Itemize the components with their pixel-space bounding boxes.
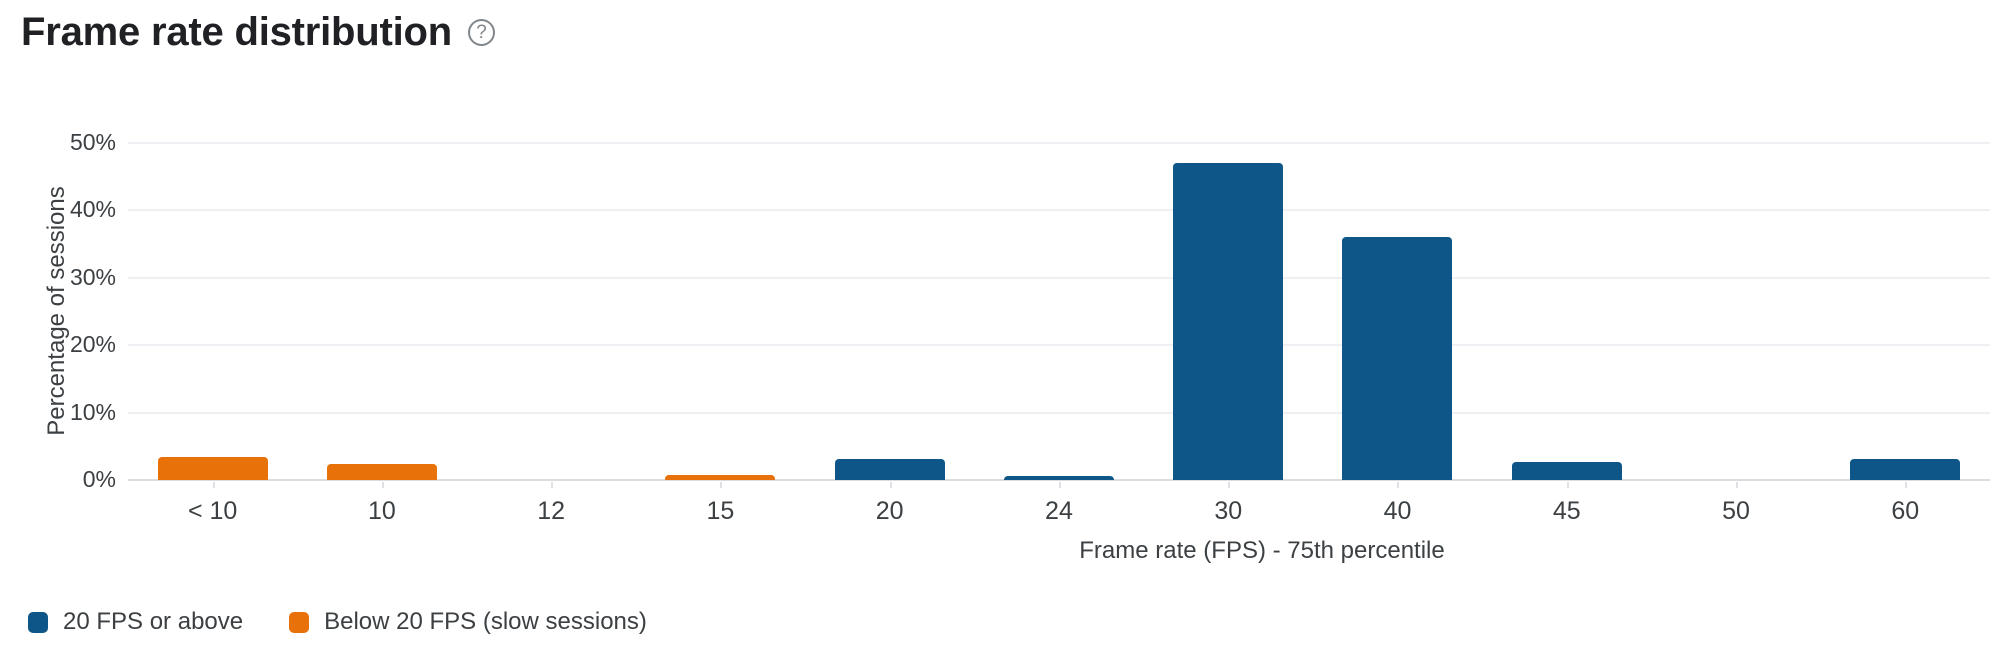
x-axis-tick	[381, 482, 384, 488]
x-tick-label: 12	[537, 497, 566, 525]
card-header: Frame rate distribution ?	[21, 10, 496, 55]
y-tick-label: 30%	[69, 263, 116, 290]
gridline	[128, 209, 1990, 212]
x-axis-title: Frame rate (FPS) - 75th percentile	[1079, 537, 1445, 564]
bar[interactable]	[665, 475, 776, 480]
y-tick-label: 20%	[69, 331, 116, 358]
bar[interactable]	[1342, 237, 1453, 480]
legend-item-above-20: 20 FPS or above	[28, 608, 243, 636]
bar[interactable]	[1511, 462, 1622, 480]
x-tick-label: 10	[367, 497, 396, 525]
page-title: Frame rate distribution	[21, 10, 453, 54]
bar[interactable]	[834, 459, 945, 480]
y-tick-label: 50%	[69, 129, 116, 155]
bar[interactable]	[1173, 163, 1284, 480]
x-tick-label: 50	[1722, 497, 1750, 525]
bar-slot: 45	[1482, 143, 1651, 525]
bar-slot: 30	[1144, 143, 1313, 525]
x-tick-label: 40	[1383, 497, 1412, 525]
x-tick-label: 30	[1214, 497, 1243, 525]
x-axis-tick	[720, 482, 723, 488]
x-axis-tick	[1228, 482, 1231, 488]
bar[interactable]	[157, 457, 268, 480]
x-tick-label: 45	[1552, 497, 1581, 525]
x-tick-label: 15	[706, 497, 735, 525]
plot-area: 0% 10% 20% 30% 40% 50% < 10 10 12 15 20 24 30 40 45 50 6…	[70, 129, 1990, 525]
x-axis-tick	[1566, 482, 1569, 488]
bar-slot: 20	[805, 143, 974, 525]
legend-label: Below 20 FPS (slow sessions)	[324, 608, 647, 635]
legend: 20 FPS or above Below 20 FPS (slow sessi…	[28, 608, 647, 636]
bar[interactable]	[1850, 459, 1961, 480]
bar[interactable]	[326, 463, 437, 480]
y-tick-label: 0%	[82, 466, 116, 492]
y-tick-label: 10%	[69, 398, 116, 425]
x-tick-label: 24	[1045, 497, 1073, 525]
legend-swatch-blue-icon	[28, 611, 48, 633]
x-axis-tick	[889, 482, 892, 488]
gridline	[128, 276, 1990, 279]
x-axis-tick	[1905, 482, 1908, 488]
x-axis-tick	[212, 482, 215, 488]
bar-slot: 50	[1651, 143, 1820, 525]
bar[interactable]	[1003, 475, 1114, 480]
bar-slot: 10	[297, 143, 466, 525]
x-tick-label: < 10	[187, 497, 238, 525]
bar-slot: < 10	[128, 143, 297, 525]
x-axis-tick	[551, 482, 554, 488]
help-icon[interactable]: ?	[468, 19, 496, 46]
legend-label: 20 FPS or above	[63, 608, 244, 635]
legend-item-below-20: Below 20 FPS (slow sessions)	[289, 608, 647, 636]
y-tick-label: 40%	[69, 196, 116, 223]
bar-slot: 40	[1313, 143, 1482, 525]
bar-slot: 60	[1821, 143, 1990, 525]
x-axis-tick	[1058, 482, 1061, 488]
x-tick-label: 20	[875, 497, 904, 525]
bar-slot: 15	[636, 143, 805, 525]
legend-swatch-orange-icon	[289, 611, 310, 633]
gridline	[128, 344, 1990, 347]
x-axis-line	[128, 479, 1990, 481]
x-axis-tick	[1397, 482, 1400, 488]
bar-slots: < 10 10 12 15 20 24 30 40 45 50 60	[128, 143, 1990, 525]
bar-slot: 24	[974, 143, 1143, 525]
x-tick-label: 60	[1891, 497, 1920, 525]
gridline	[128, 142, 1990, 144]
gridline	[128, 411, 1990, 414]
x-axis-tick	[1736, 482, 1739, 488]
bar-slot: 12	[467, 143, 636, 525]
